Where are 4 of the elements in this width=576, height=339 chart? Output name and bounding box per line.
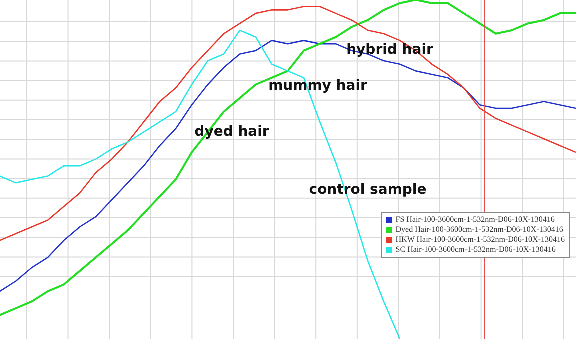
legend-label: SC Hair-100-3600cm-1-532nm-D06-10X-130416 — [396, 245, 556, 255]
legend-label: Dyed Hair-100-3600cm-1-532nm-D06-10X-130416 — [396, 225, 564, 235]
legend-label: FS Hair-100-3600cm-1-532nm-D06-10X-130416 — [396, 215, 555, 225]
legend-label: HKW Hair-100-3600cm-1-532nm-D06-10X-130416 — [396, 235, 565, 245]
